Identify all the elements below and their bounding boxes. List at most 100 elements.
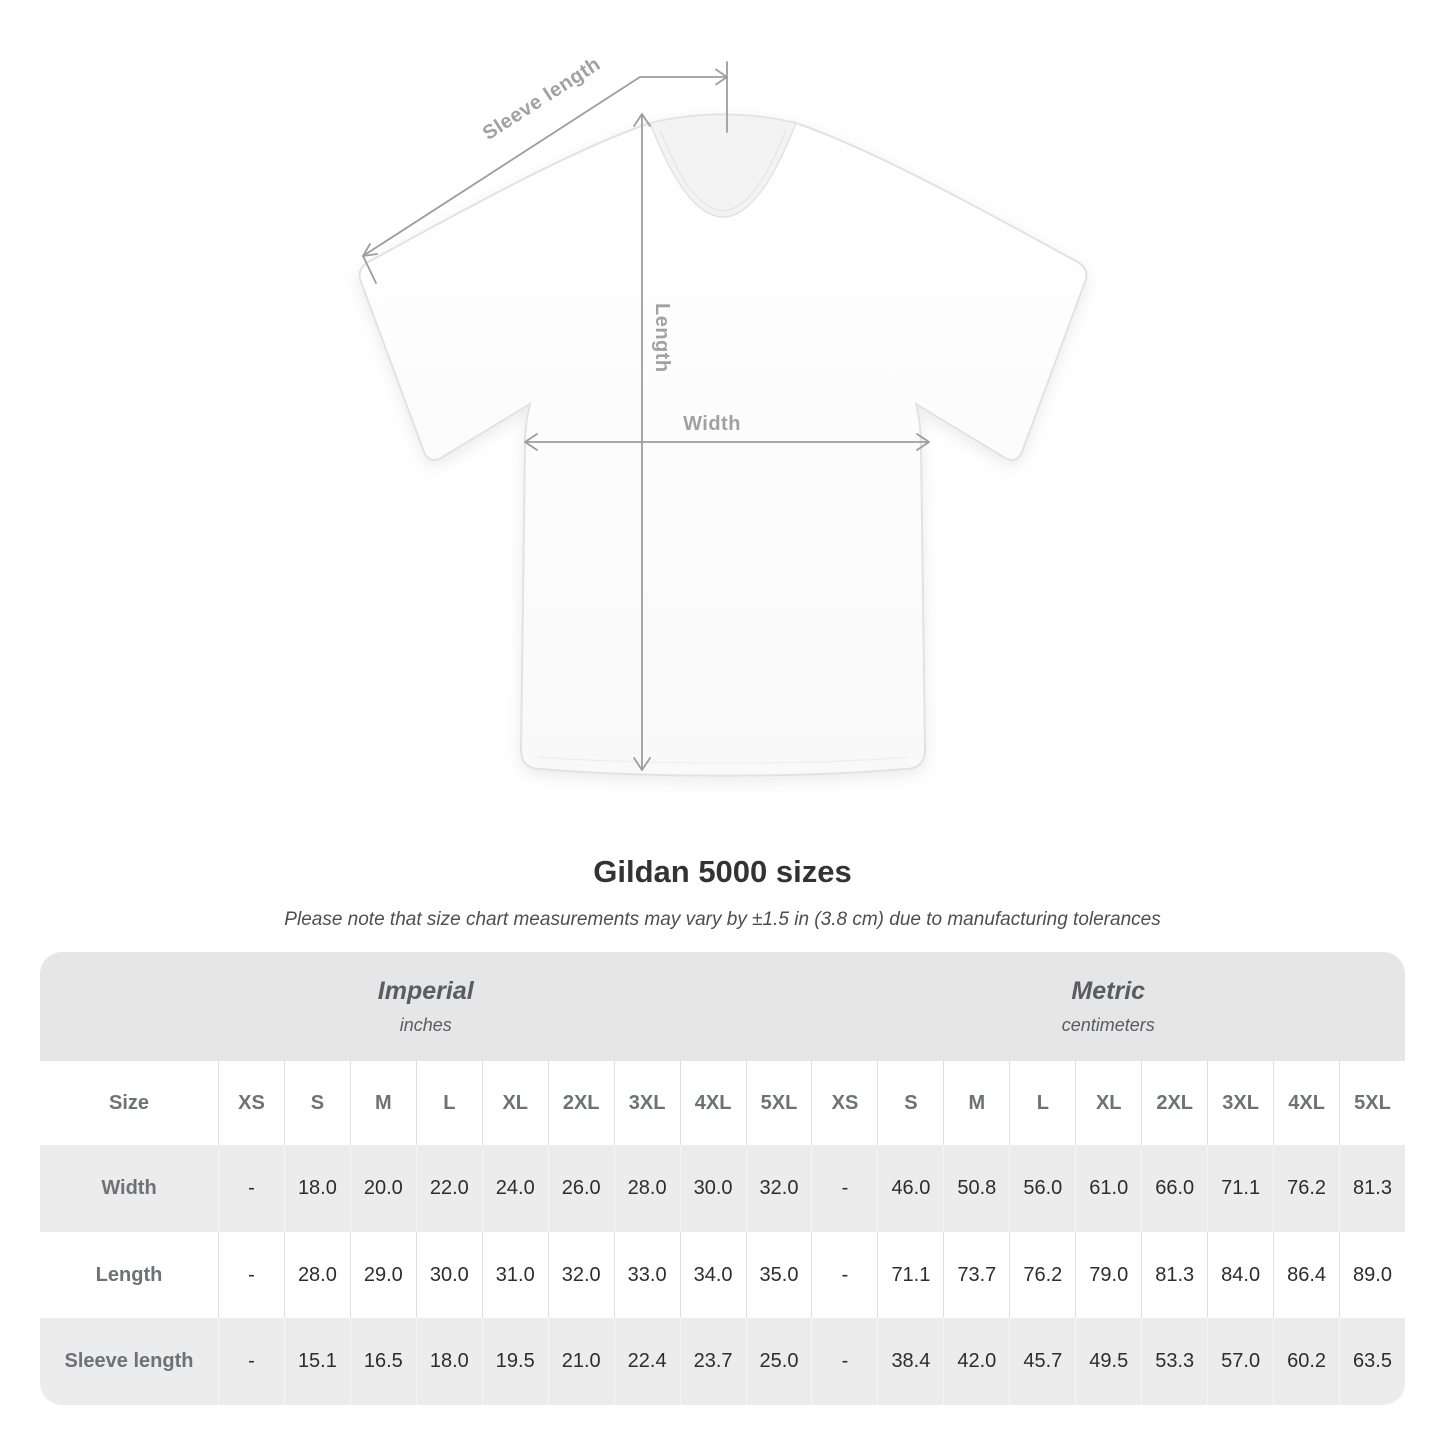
sleeve-length-extension-line (362, 255, 377, 284)
length-imperial-xs: - (218, 1232, 284, 1318)
length-imperial-l: 30.0 (415, 1232, 482, 1318)
measurement-annotations (362, 61, 930, 771)
sleeve-metric-xl: 49.5 (1075, 1318, 1142, 1405)
size-header-metric-4xl: 4XL (1273, 1061, 1340, 1145)
sleeve-metric-l: 45.7 (1009, 1318, 1076, 1405)
size-header-metric-xl: XL (1075, 1061, 1142, 1145)
length-metric-3xl: 84.0 (1207, 1232, 1274, 1318)
sleeve-length-label: Sleeve length (479, 53, 605, 145)
length-metric-l: 76.2 (1009, 1232, 1076, 1318)
sleeve-length-arrow-line (362, 76, 728, 257)
sleeve-metric-5xl: 63.5 (1339, 1318, 1405, 1405)
sleeve-metric-m: 42.0 (943, 1318, 1010, 1405)
width-imperial-s: 18.0 (283, 1145, 350, 1232)
sleeve-imperial-5xl: 25.0 (745, 1318, 812, 1405)
tshirt-illustration (358, 113, 1088, 777)
length-metric-m: 73.7 (943, 1232, 1010, 1318)
width-metric-l: 56.0 (1009, 1145, 1076, 1232)
length-imperial-4xl: 34.0 (679, 1232, 746, 1318)
length-metric-xs: - (811, 1232, 878, 1318)
width-metric-m: 50.8 (943, 1145, 1010, 1232)
width-imperial-xl: 24.0 (481, 1145, 548, 1232)
length-metric-4xl: 86.4 (1273, 1232, 1340, 1318)
length-metric-s: 71.1 (877, 1232, 944, 1318)
size-header-imperial-3xl: 3XL (613, 1061, 680, 1145)
width-metric-4xl: 76.2 (1273, 1145, 1340, 1232)
sleeve-imperial-3xl: 22.4 (613, 1318, 680, 1405)
tshirt-collar-rib-line (659, 129, 787, 211)
size-header-metric-s: S (877, 1061, 944, 1145)
length-metric-5xl: 89.0 (1339, 1232, 1405, 1318)
length-label: Length (651, 303, 673, 373)
sleeve-imperial-4xl: 23.7 (679, 1318, 746, 1405)
size-header-imperial-2xl: 2XL (547, 1061, 614, 1145)
size-header-imperial-m: M (349, 1061, 416, 1145)
width-imperial-l: 22.0 (415, 1145, 482, 1232)
width-imperial-m: 20.0 (349, 1145, 416, 1232)
tshirt-hem-stitch-line (537, 756, 909, 764)
length-imperial-s: 28.0 (283, 1232, 350, 1318)
sleeve-metric-xs: - (811, 1318, 878, 1405)
width-metric-xl: 61.0 (1075, 1145, 1142, 1232)
length-imperial-2xl: 32.0 (547, 1232, 614, 1318)
sleeve-metric-4xl: 60.2 (1273, 1318, 1340, 1405)
size-header-imperial-s: S (283, 1061, 350, 1145)
sleeve-imperial-2xl: 21.0 (547, 1318, 614, 1405)
width-imperial-xs: - (218, 1145, 284, 1232)
width-imperial-4xl: 30.0 (679, 1145, 746, 1232)
length-metric-xl: 79.0 (1075, 1232, 1142, 1318)
imperial-group-unit: inches (399, 1015, 452, 1035)
size-header-imperial-l: L (415, 1061, 482, 1145)
width-metric-s: 46.0 (877, 1145, 944, 1232)
length-arrowhead-top (633, 113, 651, 127)
width-imperial-3xl: 28.0 (613, 1145, 680, 1232)
width-imperial-5xl: 32.0 (745, 1145, 812, 1232)
imperial-group-label: Imperial (377, 977, 474, 1005)
sleeve-metric-s: 38.4 (877, 1318, 944, 1405)
size-header-imperial-4xl: 4XL (679, 1061, 746, 1145)
width-metric-3xl: 71.1 (1207, 1145, 1274, 1232)
metric-group-header: Metric centimeters (811, 952, 1405, 1061)
sleeve-imperial-xl: 19.5 (481, 1318, 548, 1405)
size-header-metric-5xl: 5XL (1339, 1061, 1405, 1145)
metric-group-label: Metric (1071, 977, 1146, 1005)
width-metric-xs: - (811, 1145, 878, 1232)
sleeve-imperial-s: 15.1 (283, 1318, 350, 1405)
tolerance-note: Please note that size chart measurements… (284, 909, 1161, 930)
tshirt-collar-opening (648, 113, 798, 218)
row-label-width: Width (40, 1145, 218, 1232)
tshirt-diagram-svg: Sleeve length Length Width (358, 53, 1088, 777)
width-imperial-2xl: 26.0 (547, 1145, 614, 1232)
sleeve-imperial-l: 18.0 (415, 1318, 482, 1405)
length-imperial-3xl: 33.0 (613, 1232, 680, 1318)
size-header-imperial-xl: XL (481, 1061, 548, 1145)
length-metric-2xl: 81.3 (1141, 1232, 1208, 1318)
length-imperial-m: 29.0 (349, 1232, 416, 1318)
sleeve-metric-3xl: 57.0 (1207, 1318, 1274, 1405)
width-metric-5xl: 81.3 (1339, 1145, 1405, 1232)
size-header-imperial-xs: XS (218, 1061, 284, 1145)
width-arrowhead-right (916, 433, 930, 451)
tshirt-body (358, 113, 1088, 777)
tshirt-measurement-diagram: Sleeve length Length Width (358, 53, 1088, 777)
length-arrowhead-bottom (633, 757, 651, 771)
size-column-header: Size (40, 1061, 218, 1145)
length-imperial-5xl: 35.0 (745, 1232, 812, 1318)
sleeve-imperial-xs: - (218, 1318, 284, 1405)
sleeve-metric-2xl: 53.3 (1141, 1318, 1208, 1405)
size-header-metric-m: M (943, 1061, 1010, 1145)
length-imperial-xl: 31.0 (481, 1232, 548, 1318)
sleeve-length-arrowhead-left (362, 243, 378, 257)
metric-group-unit: centimeters (1061, 1015, 1155, 1035)
size-header-metric-xs: XS (811, 1061, 878, 1145)
size-header-metric-3xl: 3XL (1207, 1061, 1274, 1145)
sleeve-imperial-m: 16.5 (349, 1318, 416, 1405)
width-arrowhead-left (524, 433, 538, 451)
row-label-length: Length (40, 1232, 218, 1318)
width-metric-2xl: 66.0 (1141, 1145, 1208, 1232)
page-title: Gildan 5000 sizes (593, 854, 852, 889)
size-header-metric-2xl: 2XL (1141, 1061, 1208, 1145)
row-label-sleeve-length: Sleeve length (40, 1318, 218, 1405)
size-header-imperial-5xl: 5XL (745, 1061, 812, 1145)
